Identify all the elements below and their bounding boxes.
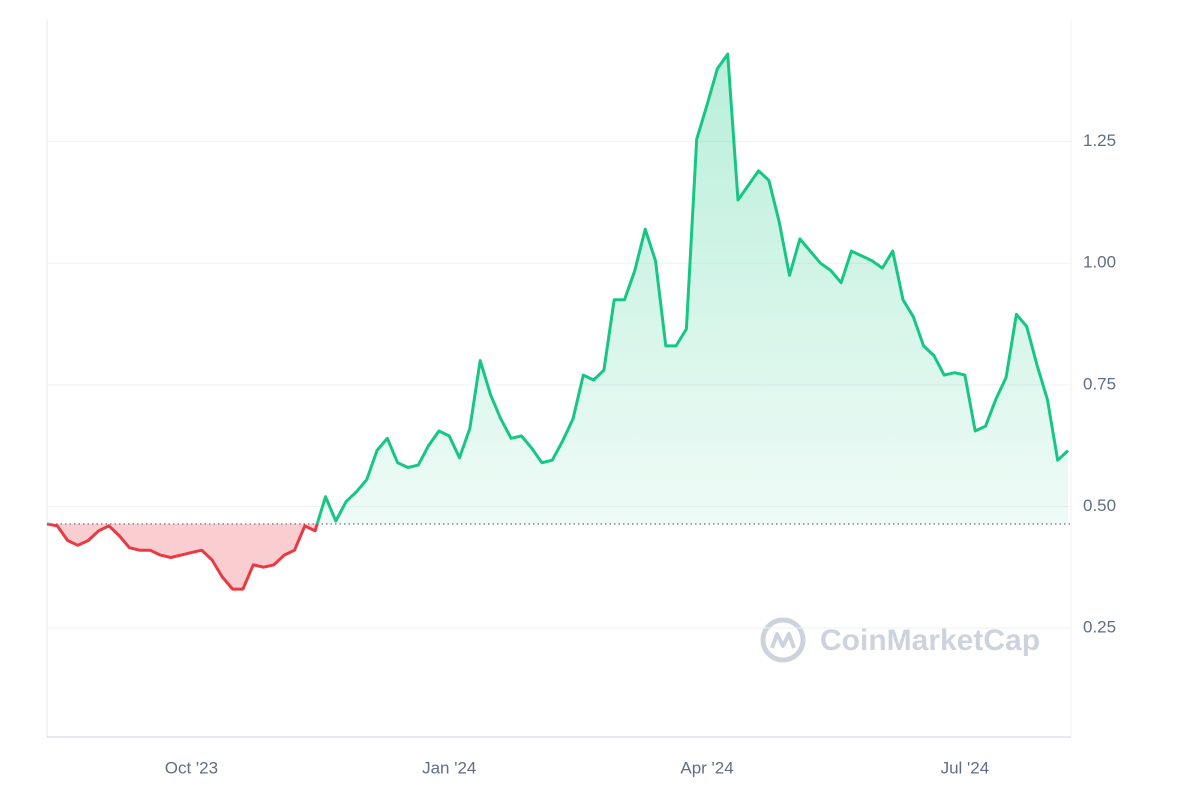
- price-line-down: [46, 523, 319, 591]
- price-line-up: [46, 52, 1070, 524]
- area-up: [47, 54, 1068, 524]
- y-tick-label: 0.25: [1083, 618, 1116, 637]
- y-tick-label: 0.75: [1083, 374, 1116, 393]
- watermark: CoinMarketCap: [760, 617, 1040, 663]
- y-tick-label: 0.50: [1083, 496, 1116, 515]
- x-tick-label: Apr '24: [680, 758, 733, 777]
- x-tick-label: Jan '24: [422, 758, 476, 777]
- y-tick-label: 1.25: [1083, 131, 1116, 150]
- watermark-text: CoinMarketCap: [820, 624, 1040, 657]
- x-tick-label: Jul '24: [941, 758, 990, 777]
- area-down: [47, 523, 1068, 590]
- x-tick-label: Oct '23: [165, 758, 218, 777]
- y-tick-label: 1.00: [1083, 253, 1116, 272]
